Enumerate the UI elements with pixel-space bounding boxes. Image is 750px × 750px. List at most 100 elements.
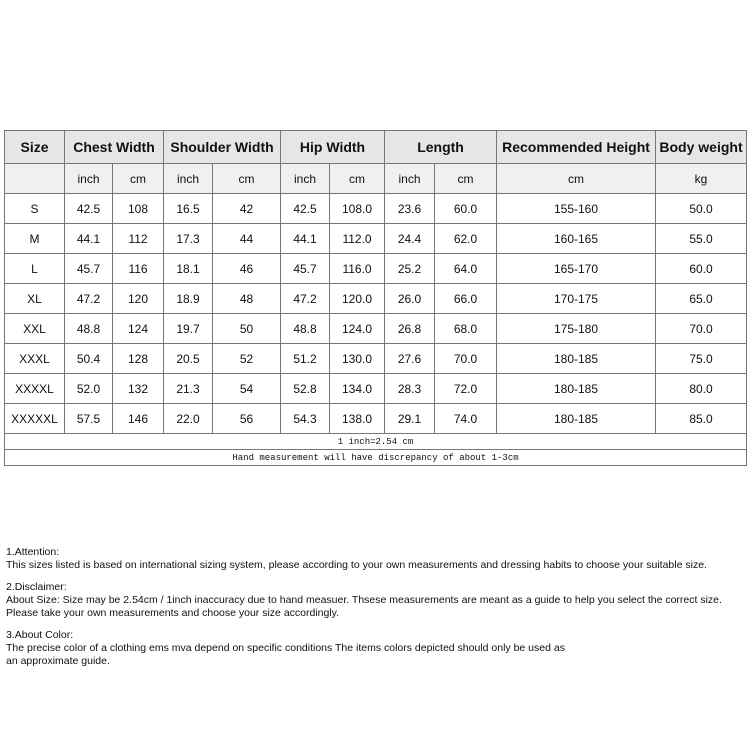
table-cell: 47.2 <box>280 283 331 314</box>
note-title: 3.About Color: <box>6 629 74 641</box>
note-text: This sizes listed is based on internatio… <box>6 559 707 571</box>
table-cell: 54 <box>212 373 282 404</box>
table-cell: 45.7 <box>280 253 331 284</box>
table-cell: 51.2 <box>280 343 331 374</box>
table-cell: XXL <box>4 313 65 344</box>
table-cell: 62.0 <box>434 223 498 254</box>
column-header: Length <box>384 130 498 164</box>
table-cell: 22.0 <box>163 403 214 434</box>
header-row: Size Chest Width Shoulder Width Hip Width Le… <box>4 130 748 164</box>
table-cell: 46 <box>212 253 282 284</box>
size-chart-table: Size Chest Width Shoulder Width Hip Width Le… <box>3 130 748 466</box>
column-header: Body weight <box>655 130 748 164</box>
note-block: 1.Attention: This sizes listed is based o… <box>6 546 722 572</box>
table-cell: 175-180 <box>496 313 657 344</box>
table-row: XXXXXL 57.5 146 22.0 56 54.3 138.0 29.1 74.0 180-… <box>4 403 748 434</box>
table-cell: 26.8 <box>384 313 436 344</box>
table-cell: 29.1 <box>384 403 436 434</box>
note-row: 1 inch=2.54 cm <box>3 433 748 450</box>
table-cell: 48.8 <box>280 313 331 344</box>
table-cell: XXXL <box>4 343 65 374</box>
table-cell: 134.0 <box>329 373 386 404</box>
table-cell: 42.5 <box>64 193 113 224</box>
unit-header: inch <box>280 163 331 194</box>
table-cell: 48 <box>212 283 282 314</box>
table-cell: 72.0 <box>434 373 498 404</box>
column-header: Chest Width <box>63 130 165 164</box>
table-note: Hand measurement will have discrepancy o… <box>3 449 748 466</box>
column-header: Hip Width <box>280 130 386 164</box>
note-block: 3.About Color: The precise color of a clo… <box>6 629 722 668</box>
table-cell: 44.1 <box>280 223 331 254</box>
table-cell: 160-165 <box>496 223 657 254</box>
table-row: XXXXL 52.0 132 21.3 54 52.8 134.0 28.3 72.0 180-1… <box>4 373 748 404</box>
table-cell: 74.0 <box>434 403 498 434</box>
table-cell: 47.2 <box>64 283 113 314</box>
table-cell: 27.6 <box>384 343 436 374</box>
table-cell: 180-185 <box>496 343 657 374</box>
table-cell: 112 <box>111 223 165 254</box>
column-header: Recommended Height <box>496 130 657 164</box>
table-cell: 70.0 <box>434 343 498 374</box>
table-cell: 17.3 <box>163 223 214 254</box>
table-cell: 18.9 <box>163 283 214 314</box>
table-cell: L <box>4 253 65 284</box>
table-cell: 54.3 <box>280 403 331 434</box>
note-row: Hand measurement will have discrepancy o… <box>3 449 748 466</box>
table-cell: 60.0 <box>434 193 498 224</box>
unit-header: kg <box>655 163 748 194</box>
table-cell: 50.4 <box>64 343 113 374</box>
table-cell: 130.0 <box>329 343 386 374</box>
table-cell: 50 <box>212 313 282 344</box>
unit-row: inch cm inch cm inch cm inch cm cm kg <box>4 163 748 194</box>
table-cell: 132 <box>111 373 165 404</box>
table-cell: 42.5 <box>280 193 331 224</box>
column-header: Size <box>4 130 65 164</box>
table-cell: 48.8 <box>64 313 113 344</box>
table-cell: 116.0 <box>329 253 386 284</box>
table-cell: 25.2 <box>384 253 436 284</box>
note-block: 2.Disclaimer: About Size: Size may be 2.5… <box>6 581 722 620</box>
table-row: XL 47.2 120 18.9 48 47.2 120.0 26.0 66.0 170-175 6… <box>4 283 748 314</box>
table-cell: 124 <box>111 313 165 344</box>
column-header: Shoulder Width <box>163 130 282 164</box>
table-cell: 85.0 <box>655 403 748 434</box>
table-cell: 52.0 <box>64 373 113 404</box>
unit-header: inch <box>163 163 214 194</box>
unit-header: cm <box>329 163 386 194</box>
table-cell: 128 <box>111 343 165 374</box>
table-note: 1 inch=2.54 cm <box>3 433 748 450</box>
unit-header: cm <box>111 163 165 194</box>
table-cell: 19.7 <box>163 313 214 344</box>
table-cell: XXXXXL <box>4 403 65 434</box>
table-cell: 112.0 <box>329 223 386 254</box>
table-cell: M <box>4 223 65 254</box>
table-cell: 44.1 <box>64 223 113 254</box>
table-cell: 146 <box>111 403 165 434</box>
table-cell: 165-170 <box>496 253 657 284</box>
table-cell: 108 <box>111 193 165 224</box>
table-cell: 44 <box>212 223 282 254</box>
note-text: Please take your own measurements and ch… <box>6 607 340 619</box>
table-cell: 28.3 <box>384 373 436 404</box>
table-cell: 180-185 <box>496 403 657 434</box>
table-cell: 170-175 <box>496 283 657 314</box>
note-title: 1.Attention: <box>6 546 60 558</box>
table-cell: 138.0 <box>329 403 386 434</box>
table-cell: 21.3 <box>163 373 214 404</box>
table-cell: 80.0 <box>655 373 748 404</box>
table-cell: 180-185 <box>496 373 657 404</box>
table-cell: XXXXL <box>4 373 65 404</box>
table-cell: 18.1 <box>163 253 214 284</box>
table-cell: 26.0 <box>384 283 436 314</box>
note-text: About Size: Size may be 2.54cm / 1inch i… <box>6 594 722 606</box>
notes-section: 1.Attention: This sizes listed is based o… <box>6 546 722 677</box>
table-cell: 23.6 <box>384 193 436 224</box>
table-row: L 45.7 116 18.1 46 45.7 116.0 25.2 64.0 165-170 60… <box>4 253 748 284</box>
table-cell: 120.0 <box>329 283 386 314</box>
table-cell: 55.0 <box>655 223 748 254</box>
table-cell: 108.0 <box>329 193 386 224</box>
table-cell: 64.0 <box>434 253 498 284</box>
unit-header: cm <box>496 163 657 194</box>
note-text: The precise color of a clothing ems mva … <box>6 642 565 654</box>
